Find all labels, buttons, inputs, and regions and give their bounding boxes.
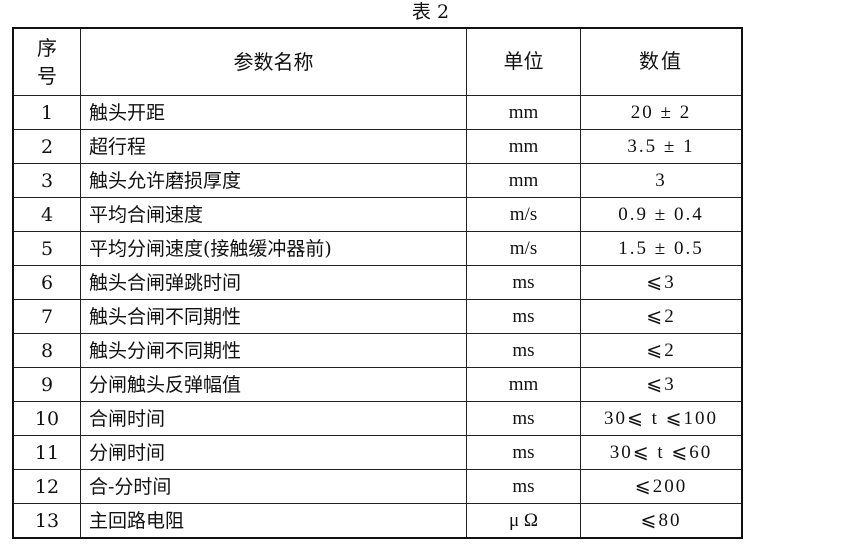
- row-name: 超行程: [80, 129, 467, 164]
- row-name: 分闸触头反弹幅值: [80, 367, 467, 402]
- row-unit: mm: [466, 367, 581, 402]
- row-unit: ms: [466, 333, 581, 368]
- table-row: 8 触头分闸不同期性 ms ⩽2: [12, 333, 743, 368]
- row-unit: μ Ω: [466, 503, 581, 539]
- table-row: 9 分闸触头反弹幅值 mm ⩽3: [12, 367, 743, 402]
- row-seq: 10: [12, 401, 81, 436]
- row-name: 合闸时间: [80, 401, 467, 436]
- row-name: 触头允许磨损厚度: [80, 163, 467, 198]
- row-seq: 8: [12, 333, 81, 368]
- table-row: 10 合闸时间 ms 30⩽ t ⩽100: [12, 401, 743, 436]
- row-value: 3.5 ± 1: [580, 129, 743, 164]
- row-seq: 13: [12, 503, 81, 539]
- row-unit: ms: [466, 469, 581, 504]
- row-value: 0.9 ± 0.4: [580, 197, 743, 232]
- row-name: 平均分闸速度(接触缓冲器前): [80, 231, 467, 266]
- table-row: 6 触头合闸弹跳时间 ms ⩽3: [12, 265, 743, 300]
- header-seq: 序号: [12, 27, 81, 96]
- row-seq: 11: [12, 435, 81, 470]
- row-name: 平均合闸速度: [80, 197, 467, 232]
- row-name: 触头分闸不同期性: [80, 333, 467, 368]
- row-seq: 3: [12, 163, 81, 198]
- row-value: ⩽2: [580, 333, 743, 368]
- row-name: 触头合闸不同期性: [80, 299, 467, 334]
- row-unit: mm: [466, 163, 581, 198]
- row-unit: mm: [466, 95, 581, 130]
- row-value: ⩽80: [580, 503, 743, 539]
- table-row: 4 平均合闸速度 m/s 0.9 ± 0.4: [12, 197, 743, 232]
- row-seq: 2: [12, 129, 81, 164]
- row-value: ⩽3: [580, 367, 743, 402]
- table-row: 13 主回路电阻 μ Ω ⩽80: [12, 503, 743, 539]
- row-seq: 1: [12, 95, 81, 130]
- row-value: 30⩽ t ⩽100: [580, 401, 743, 436]
- row-unit: m/s: [466, 231, 581, 266]
- row-unit: ms: [466, 299, 581, 334]
- row-name: 触头开距: [80, 95, 467, 130]
- table-caption: 表 2: [0, 0, 865, 24]
- table-row: 11 分闸时间 ms 30⩽ t ⩽60: [12, 435, 743, 470]
- row-seq: 4: [12, 197, 81, 232]
- header-unit: 单位: [466, 27, 581, 96]
- table-row: 3 触头允许磨损厚度 mm 3: [12, 163, 743, 198]
- parameter-table: 序号 参数名称 单位 数值 1 触头开距 mm 20 ± 2 2 超行程 mm 3.5 ± 1…: [12, 27, 743, 539]
- row-name: 触头合闸弹跳时间: [80, 265, 467, 300]
- row-unit: ms: [466, 265, 581, 300]
- row-value: 20 ± 2: [580, 95, 743, 130]
- table-row: 1 触头开距 mm 20 ± 2: [12, 95, 743, 130]
- row-value: ⩽200: [580, 469, 743, 504]
- table-row: 12 合-分时间 ms ⩽200: [12, 469, 743, 504]
- table-row: 2 超行程 mm 3.5 ± 1: [12, 129, 743, 164]
- row-seq: 7: [12, 299, 81, 334]
- header-value: 数值: [580, 27, 743, 96]
- header-name: 参数名称: [80, 27, 467, 96]
- table-row: 5 平均分闸速度(接触缓冲器前) m/s 1.5 ± 0.5: [12, 231, 743, 266]
- row-name: 合-分时间: [80, 469, 467, 504]
- caption-text: 表 2: [411, 1, 450, 23]
- row-seq: 9: [12, 367, 81, 402]
- row-value: ⩽2: [580, 299, 743, 334]
- row-seq: 12: [12, 469, 81, 504]
- row-unit: ms: [466, 401, 581, 436]
- row-value: ⩽3: [580, 265, 743, 300]
- row-seq: 5: [12, 231, 81, 266]
- table-header-row: 序号 参数名称 单位 数值: [12, 27, 743, 96]
- row-unit: ms: [466, 435, 581, 470]
- table-row: 7 触头合闸不同期性 ms ⩽2: [12, 299, 743, 334]
- row-seq: 6: [12, 265, 81, 300]
- row-value: 30⩽ t ⩽60: [580, 435, 743, 470]
- row-unit: mm: [466, 129, 581, 164]
- row-value: 1.5 ± 0.5: [580, 231, 743, 266]
- row-unit: m/s: [466, 197, 581, 232]
- row-value: 3: [580, 163, 743, 198]
- row-name: 分闸时间: [80, 435, 467, 470]
- row-name: 主回路电阻: [80, 503, 467, 539]
